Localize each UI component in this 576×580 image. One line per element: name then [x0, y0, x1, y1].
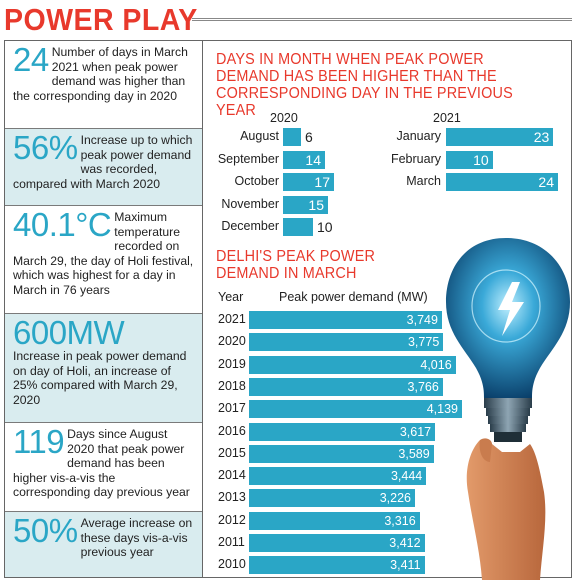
- year-value: 3,411: [390, 558, 421, 573]
- month-value: 17: [314, 174, 330, 190]
- month-value: 14: [305, 151, 321, 168]
- year-bar: [249, 489, 415, 508]
- fact-figure: 600MW: [13, 314, 125, 351]
- year-bar: [249, 333, 444, 352]
- fact-divider: [5, 511, 202, 512]
- year-bar: [249, 311, 442, 329]
- fact-figure: 24: [13, 41, 49, 78]
- year-value: 3,316: [384, 513, 416, 528]
- year-value: 3,589: [398, 446, 430, 461]
- year-label: 2013: [218, 490, 246, 505]
- year-bar: [249, 422, 436, 441]
- year-bar: [249, 355, 456, 374]
- month-bar: [446, 150, 493, 169]
- axis-label: Year: [218, 290, 244, 304]
- fact-card: 50% Average increase on these days vis-a…: [5, 512, 202, 577]
- year-label: 2015: [218, 445, 246, 460]
- fact-text: Days since August 2020 that peak power d…: [13, 427, 190, 500]
- fact-figure: 50%: [13, 512, 78, 549]
- month-label: February: [390, 151, 441, 166]
- group-label: 2020: [270, 111, 298, 125]
- month-label: January: [396, 129, 441, 143]
- month-label: October: [234, 174, 279, 188]
- month-value: 23: [533, 129, 550, 145]
- fact-card: 600MW Increase in peak power demand on d…: [5, 314, 202, 422]
- fact-card: 40.1°C Maximum temperature recorded on M…: [5, 206, 202, 313]
- month-label: March: [406, 174, 441, 188]
- year-bar: [249, 377, 443, 396]
- year-label: 2014: [218, 468, 246, 483]
- fact-card: 119 Days since August 2020 that peak pow…: [5, 423, 202, 511]
- fact-divider: [5, 422, 202, 423]
- year-value: 3,775: [407, 335, 440, 350]
- month-value: 15: [308, 196, 324, 213]
- year-value: 4,139: [426, 402, 458, 417]
- header-rule: [192, 18, 572, 21]
- fact-divider: [5, 205, 202, 206]
- fact-text: Maximum temperature recorded on March 29…: [13, 210, 194, 297]
- month-value: 10: [317, 219, 333, 235]
- fact-card: 24 Number of days in March 2021 when pea…: [5, 41, 202, 128]
- fact-figure: 40.1°C: [13, 206, 112, 243]
- month-label: December: [221, 219, 279, 233]
- month-label: September: [217, 151, 279, 166]
- month-bar: [446, 128, 554, 146]
- year-label: 2010: [218, 557, 246, 572]
- year-value: 4,016: [420, 357, 452, 372]
- fact-text: Average increase on these days vis-a-vis…: [80, 516, 193, 560]
- fact-divider: [5, 313, 202, 314]
- year-bar: [249, 511, 420, 530]
- outer-frame: [4, 40, 572, 578]
- month-label: August: [240, 129, 279, 143]
- light-bulb-illustration: [446, 238, 570, 580]
- year-bar: [249, 467, 427, 486]
- year-label: 2011: [218, 535, 245, 549]
- year-label: 2019: [218, 356, 246, 371]
- month-bar: [283, 150, 325, 169]
- year-bar: [249, 556, 425, 575]
- fact-text: Number of days in March 2021 when peak p…: [13, 45, 188, 103]
- fact-card: 56% Increase up to which peak power dema…: [5, 129, 202, 205]
- year-bar: [249, 534, 425, 552]
- year-label: 2020: [218, 334, 246, 349]
- chart-title: DAYS IN MONTH WHEN PEAK POWER DEMAND HAS…: [216, 51, 513, 119]
- year-label: 2012: [218, 512, 246, 527]
- column-divider: [202, 40, 203, 578]
- month-bar: [283, 195, 328, 214]
- month-label: November: [221, 196, 279, 211]
- fact-divider: [5, 128, 202, 129]
- year-label: 2018: [218, 378, 246, 393]
- year-label: 2021: [218, 312, 246, 326]
- axis-label: Peak power demand (MW): [279, 290, 428, 304]
- fact-figure: 119: [13, 423, 65, 460]
- year-label: 2016: [218, 423, 246, 438]
- group-label: 2021: [433, 111, 461, 125]
- header: POWER PLAY: [0, 0, 576, 40]
- month-bar: [283, 173, 334, 191]
- fact-text: Increase in peak power demand on day of …: [13, 349, 187, 407]
- year-value: 3,226: [379, 491, 411, 506]
- year-bar: [249, 444, 434, 463]
- month-value: 6: [305, 129, 313, 145]
- fact-figure: 56%: [13, 129, 78, 166]
- month-bar: [283, 218, 313, 236]
- year-label: 2017: [218, 401, 246, 416]
- year-value: 3,617: [399, 424, 432, 439]
- page-title: POWER PLAY: [4, 2, 198, 37]
- fact-text: Increase up to which peak power demand w…: [13, 133, 193, 191]
- year-bar: [249, 400, 462, 419]
- month-value: 24: [538, 174, 554, 190]
- year-value: 3,749: [406, 313, 438, 327]
- month-bar: [446, 173, 558, 191]
- month-value: 10: [473, 151, 489, 168]
- month-bar: [283, 128, 301, 146]
- year-value: 3,766: [407, 379, 439, 394]
- year-value: 3,444: [390, 469, 423, 484]
- year-value: 3,412: [389, 536, 421, 550]
- chart-title: DELHI'S PEAK POWER DEMAND IN MARCH: [216, 248, 376, 282]
